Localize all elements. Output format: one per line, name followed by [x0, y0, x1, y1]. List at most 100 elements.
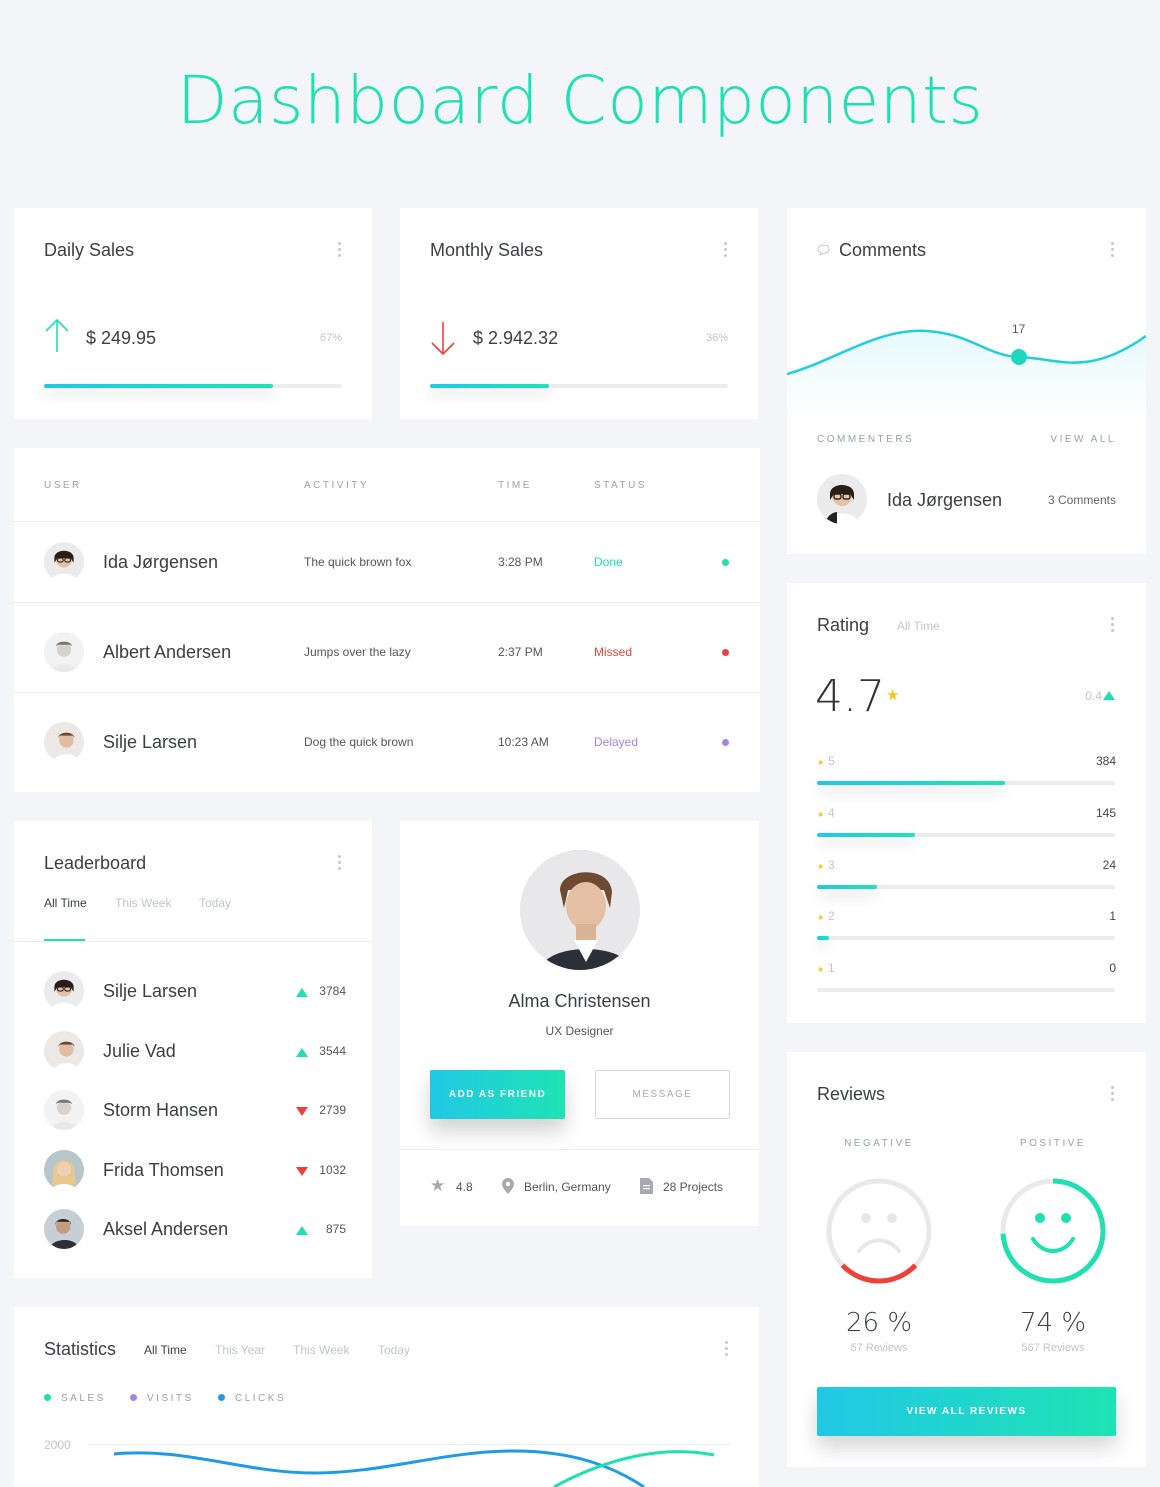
star-icon: ★ [430, 1176, 446, 1195]
rating-bar-fill [817, 781, 1005, 785]
leaderboard-title: Leaderboard [44, 853, 147, 873]
rating-bar-fill [817, 936, 829, 940]
message-button[interactable]: MESSAGE [595, 1070, 730, 1119]
profile-role: UX Designer [545, 1024, 614, 1038]
avatar [44, 722, 84, 762]
trend-up-icon [296, 1047, 308, 1057]
avatar [44, 971, 84, 1011]
more-options-icon[interactable] [338, 855, 342, 871]
daily-sales-progress-track [44, 384, 342, 388]
stats-tab-all-time[interactable]: All Time [144, 1343, 187, 1357]
commenters-label: COMMENTERS [817, 434, 915, 445]
gridline [88, 1444, 730, 1445]
trend-up-icon [1103, 691, 1115, 700]
more-options-icon[interactable] [724, 242, 728, 258]
row-divider [14, 521, 760, 522]
trend-up-icon [296, 988, 308, 997]
negative-percent: 26 % [845, 1308, 913, 1338]
row-divider [14, 602, 760, 603]
more-options-icon[interactable] [1111, 617, 1115, 633]
trend-up-icon [296, 1226, 308, 1235]
rating-bar-track [817, 833, 1115, 837]
document-icon [640, 1178, 653, 1194]
rating-score: 4.7 [815, 671, 885, 722]
legend-clicks: CLICKS [235, 1393, 287, 1404]
avatar [44, 1090, 84, 1130]
commenter-name: Ida Jørgensen [887, 490, 1003, 510]
status-dot [722, 649, 729, 656]
view-all-reviews-button[interactable]: VIEW ALL REVIEWS [817, 1387, 1116, 1436]
rating-star-level: 5 [828, 754, 835, 768]
table-activity: Dog the quick brown [304, 735, 414, 749]
stats-tab-this-week[interactable]: This Week [293, 1343, 350, 1357]
rating-bar-track [817, 885, 1115, 889]
monthly-sales-progress-track [430, 384, 728, 388]
activity-table-card: USER ACTIVITY TIME STATUS Ida Jørgensen … [14, 448, 760, 792]
leaderboard-value: 3544 [319, 1043, 346, 1058]
rating-card: Rating All Time 4.7 ★ 0.4 ★ 5 384 ★ 4 14… [787, 583, 1146, 1023]
rating-count: 384 [1095, 754, 1116, 768]
table-user-name: Albert Andersen [103, 642, 232, 662]
rating-count: 145 [1095, 806, 1116, 820]
rating-star-level: 3 [828, 858, 835, 872]
status-delayed: Delayed [594, 735, 639, 749]
column-header-status: STATUS [594, 480, 647, 491]
tab-all-time[interactable]: All Time [44, 896, 87, 910]
negative-reviews-count: 57 Reviews [850, 1342, 908, 1354]
rating-change: 0.4 [1085, 689, 1102, 703]
rating-title: Rating [817, 615, 870, 635]
table-time: 3:28 PM [498, 555, 543, 569]
more-options-icon[interactable] [725, 1341, 729, 1357]
sad-face-icon [826, 1178, 932, 1284]
profile-location: Berlin, Germany [524, 1180, 611, 1194]
statistics-title: Statistics [44, 1339, 117, 1359]
leaderboard-value: 1032 [319, 1162, 346, 1177]
daily-sales-percent: 67% [319, 332, 342, 344]
more-options-icon[interactable] [338, 242, 342, 258]
legend-dot-visits [130, 1394, 137, 1401]
add-friend-button[interactable]: ADD AS FRIEND [430, 1070, 565, 1119]
monthly-sales-percent: 36% [705, 332, 728, 344]
commenter-count: 3 Comments [1047, 493, 1116, 507]
stats-tab-this-year[interactable]: This Year [215, 1343, 266, 1357]
series-line-clicks [113, 1449, 645, 1487]
trend-down-icon [296, 1166, 308, 1176]
more-options-icon[interactable] [1111, 1086, 1115, 1102]
rating-bar-track [817, 988, 1115, 992]
daily-sales-title: Daily Sales [44, 240, 135, 260]
status-dot [722, 559, 729, 566]
tab-this-week[interactable]: This Week [115, 896, 172, 910]
avatar [44, 1209, 84, 1249]
rating-bar-fill [817, 885, 877, 889]
status-missed: Missed [594, 645, 633, 659]
page-title: Dashboard Components [176, 62, 984, 139]
happy-face-icon [1000, 1178, 1106, 1284]
comments-card: Comments 17 COMMENTERS VIEW ALL Ida Jørg… [787, 208, 1146, 554]
y-tick-label: 2000 [44, 1438, 71, 1452]
star-icon: ★ [817, 965, 825, 974]
monthly-sales-title: Monthly Sales [430, 240, 544, 260]
arrow-up-icon [45, 318, 69, 352]
active-tab-indicator [44, 939, 85, 942]
rating-bar-fill [817, 833, 916, 837]
negative-label: NEGATIVE [844, 1138, 914, 1149]
stats-tab-today[interactable]: Today [378, 1343, 411, 1357]
star-icon: ★ [817, 913, 825, 922]
table-time: 10:23 AM [498, 735, 549, 749]
location-pin-icon [502, 1178, 514, 1194]
leaderboard-name: Aksel Andersen [103, 1219, 229, 1239]
more-options-icon[interactable] [1111, 242, 1115, 258]
comment-bubble-icon [817, 244, 830, 256]
rating-bar-track [817, 936, 1115, 940]
leaderboard-name: Julie Vad [103, 1040, 176, 1061]
monthly-sales-amount: $ 2.942.32 [473, 328, 559, 348]
avatar [817, 474, 867, 524]
profile-avatar [520, 850, 640, 970]
avatar [44, 1149, 84, 1190]
star-icon: ★ [817, 758, 825, 767]
rating-period[interactable]: All Time [897, 619, 940, 633]
legend-dot-sales [44, 1394, 51, 1401]
view-all-link[interactable]: VIEW ALL [1050, 434, 1116, 445]
profile-projects: 28 Projects [663, 1180, 724, 1194]
tab-today[interactable]: Today [199, 896, 232, 910]
